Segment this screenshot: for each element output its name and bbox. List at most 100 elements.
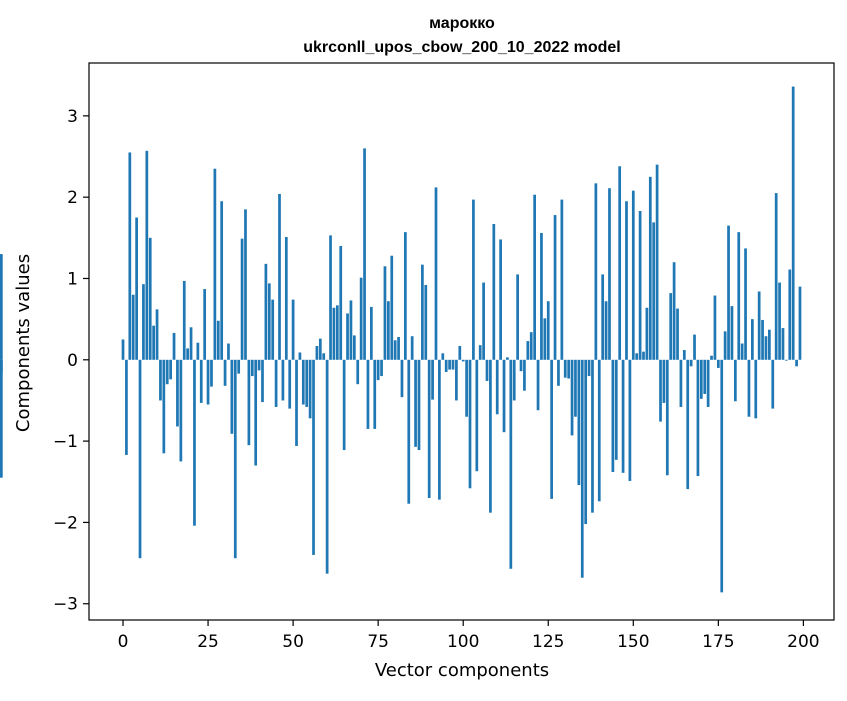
- bar-111: [499, 239, 502, 360]
- bar-64: [339, 245, 343, 360]
- bar-100: [461, 359, 465, 362]
- bar-75: [376, 359, 380, 381]
- bar-57: [315, 345, 319, 360]
- bar-41: [261, 359, 264, 403]
- bar-84: [407, 359, 411, 504]
- bar-138: [591, 359, 594, 513]
- bar-34: [237, 359, 241, 374]
- bar-153: [642, 351, 645, 360]
- bar-137: [587, 359, 591, 377]
- bar-11: [159, 359, 162, 401]
- x-tick-label: 125: [532, 632, 564, 652]
- bar-10: [155, 309, 159, 360]
- bar-183: [744, 248, 747, 360]
- bar-54: [305, 359, 309, 407]
- y-tick-label: −2: [53, 513, 78, 533]
- bar-175: [716, 359, 720, 368]
- bar-96: [448, 359, 451, 370]
- bar-67: [349, 300, 353, 360]
- x-tick-label: 0: [118, 632, 129, 652]
- bar-91: [431, 359, 434, 400]
- bar-131: [567, 359, 571, 379]
- bar-110: [495, 359, 499, 415]
- bar-59: [322, 353, 326, 360]
- bar-25: [206, 359, 210, 405]
- bar-19: [186, 348, 190, 360]
- bar-196: [788, 269, 792, 360]
- x-tick-label: 100: [447, 632, 479, 652]
- bar-149: [628, 359, 632, 481]
- bar-12: [162, 359, 166, 454]
- bar-140: [597, 359, 601, 502]
- bar-160: [665, 359, 669, 476]
- bar-174: [713, 295, 717, 360]
- bar-165: [682, 350, 686, 360]
- bar-31: [227, 343, 230, 360]
- bar-38: [250, 359, 254, 377]
- bar-147: [621, 359, 625, 473]
- bar-120: [529, 332, 533, 360]
- bar-185: [751, 319, 754, 360]
- bar-97: [451, 359, 455, 370]
- bar-105: [478, 345, 482, 360]
- bar-71: [363, 148, 366, 360]
- bar-5: [138, 359, 142, 559]
- x-ticks-group: 0 25 50 75 100 125 150 175 200: [118, 620, 820, 652]
- x-axis-label: Vector components: [375, 660, 549, 681]
- bar-48: [284, 237, 288, 360]
- bar-2: [128, 152, 132, 360]
- bar-39: [254, 359, 258, 466]
- bar-109: [492, 224, 496, 360]
- bar-146: [618, 166, 622, 360]
- bar-157: [655, 164, 659, 360]
- bar-16: [176, 359, 179, 427]
- bar-99: [458, 345, 462, 360]
- bar-182: [740, 343, 744, 360]
- bar-166: [686, 359, 690, 490]
- x-tick-label: 75: [367, 632, 389, 652]
- bar-29: [220, 201, 224, 360]
- bar-24: [203, 289, 207, 360]
- bar-133: [574, 359, 577, 417]
- bar-9: [152, 325, 155, 360]
- bar-135: [580, 359, 584, 578]
- bar-143: [608, 188, 611, 360]
- bar-36: [244, 209, 247, 360]
- bar-130: [563, 359, 567, 378]
- bar-51: [295, 359, 298, 446]
- bar-69: [356, 359, 360, 385]
- chart-title-line2: ukrconll_upos_cbow_200_10_2022 model: [303, 39, 620, 56]
- bar-27: [213, 168, 217, 360]
- bar-180: [733, 359, 737, 402]
- bar-113: [506, 357, 509, 360]
- bar-32: [230, 359, 234, 434]
- bar-93: [438, 359, 441, 500]
- bar-169: [696, 359, 700, 477]
- bar-58: [318, 338, 322, 360]
- y-tick-label: −1: [53, 432, 78, 452]
- bar-132: [570, 359, 574, 436]
- bar-179: [730, 306, 734, 360]
- x-tick-label: 175: [702, 632, 734, 652]
- bar-85: [410, 336, 414, 360]
- bar-89: [424, 284, 428, 360]
- bar-104: [475, 359, 479, 472]
- bar-82: [400, 359, 404, 398]
- bar-123: [540, 232, 543, 360]
- bar-155: [648, 176, 652, 360]
- y-tick-label: 2: [67, 188, 78, 208]
- bar-35: [240, 238, 244, 360]
- bar-199: [798, 286, 802, 360]
- bar-173: [710, 355, 713, 360]
- plot-frame: [88, 62, 835, 621]
- bar-122: [536, 359, 540, 411]
- bar-150: [631, 190, 635, 360]
- bar-79: [390, 255, 394, 360]
- bar-14: [169, 359, 172, 380]
- y-axis-label: Components values: [13, 254, 34, 432]
- bar-190: [768, 329, 771, 360]
- bar-26: [210, 359, 213, 387]
- bar-43: [267, 283, 271, 360]
- bar-117: [519, 359, 523, 372]
- bar-151: [635, 353, 639, 360]
